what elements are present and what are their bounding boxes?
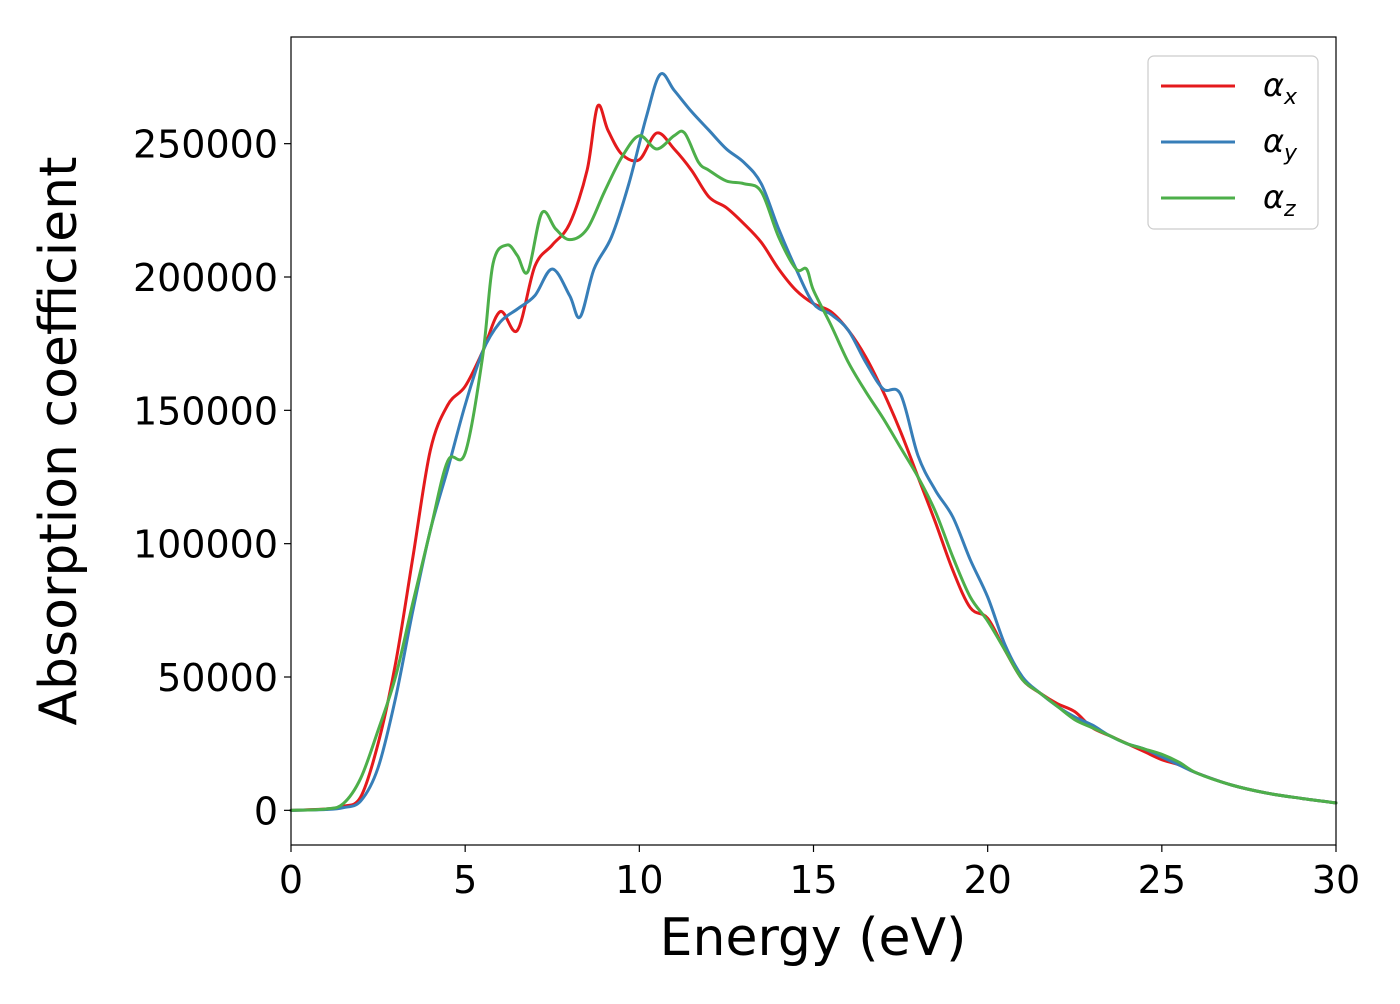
x-tick-label: 25 bbox=[1138, 858, 1186, 902]
x-tick-label: 20 bbox=[963, 858, 1011, 902]
series-line-alpha-z bbox=[289, 129, 1338, 812]
x-tick-label: 30 bbox=[1312, 858, 1360, 902]
y-tick-label: 100000 bbox=[133, 523, 278, 567]
y-tick-label: 250000 bbox=[133, 123, 278, 167]
x-axis-title: Energy (eV) bbox=[660, 908, 967, 968]
y-axis-ticks: 0 50000 100000 150000 200000 250000 bbox=[133, 123, 291, 833]
legend-subscript-y: y bbox=[1283, 141, 1298, 166]
legend-label-alpha-x: α bbox=[1263, 66, 1284, 104]
x-axis-ticks: 0 5 10 15 20 25 30 bbox=[279, 845, 1360, 902]
legend-label-alpha-y: α bbox=[1263, 122, 1284, 160]
y-tick-label: 150000 bbox=[133, 389, 278, 433]
y-tick-label: 200000 bbox=[133, 256, 278, 300]
x-tick-label: 10 bbox=[615, 858, 663, 902]
y-tick-label: 0 bbox=[254, 789, 278, 833]
y-axis-title: Absorption coefficient bbox=[29, 156, 89, 725]
y-tick-label: 50000 bbox=[157, 656, 278, 700]
x-tick-label: 5 bbox=[453, 858, 477, 902]
series-layer bbox=[289, 71, 1338, 812]
legend-subscript-z: z bbox=[1283, 197, 1296, 222]
legend-label-alpha-z: α bbox=[1263, 178, 1284, 216]
x-tick-label: 0 bbox=[279, 858, 303, 902]
legend-subscript-x: x bbox=[1283, 85, 1298, 110]
x-tick-label: 15 bbox=[789, 858, 837, 902]
legend: α xα yα z bbox=[1147, 55, 1319, 230]
